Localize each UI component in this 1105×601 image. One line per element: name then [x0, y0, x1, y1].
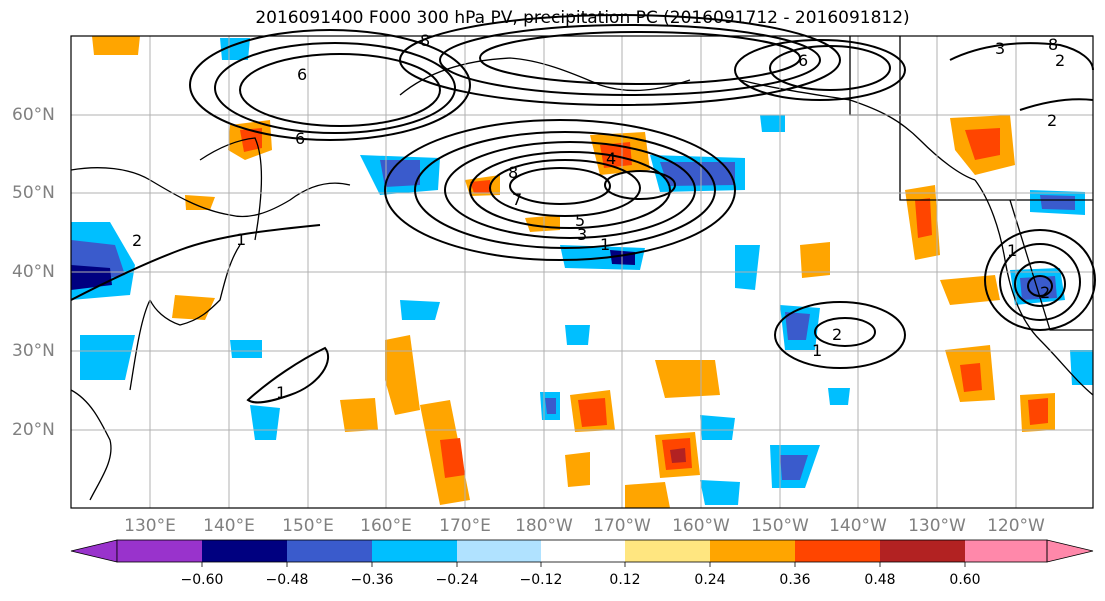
- colorbar-tick-label: 0.36: [779, 572, 811, 588]
- contour-label: 6: [295, 129, 305, 148]
- contour-label: 1: [600, 235, 610, 254]
- contour-label: 3: [995, 39, 1005, 58]
- contour-label: 3: [577, 225, 587, 244]
- colorbar-bin: [625, 540, 710, 562]
- colorbar-bin: [457, 540, 541, 562]
- colorbar-bin: [202, 540, 287, 562]
- colorbar-bin: [287, 540, 372, 562]
- contour-label: 8: [508, 163, 518, 182]
- colorbar-tick-label: −0.12: [519, 572, 563, 588]
- contour-label: 1: [236, 230, 246, 249]
- contour-label: 7: [512, 190, 522, 209]
- contour-label: 4: [606, 149, 616, 168]
- contour-label: 1: [276, 383, 286, 402]
- lat-label: 60°N: [12, 105, 55, 125]
- colorbar-bin: [965, 540, 1047, 562]
- colorbar-tick-label: −0.24: [435, 572, 479, 588]
- contour-label: 8: [420, 31, 430, 50]
- lon-label: 150°W: [751, 516, 809, 536]
- colorbar-extend-high: [1046, 539, 1094, 563]
- graticule: [71, 36, 1093, 508]
- colorbar-extend-low: [70, 539, 118, 563]
- lat-label: 50°N: [12, 183, 55, 203]
- lon-label: 160°W: [672, 516, 730, 536]
- contour-label: 2: [1047, 111, 1057, 130]
- contour-labels: 6 6 8 7 5 3 1 4 2 1 2 1 1 2 1 2 6 8 3 2 …: [132, 31, 1065, 402]
- lon-label: 130°E: [124, 516, 176, 536]
- contour-label: 1: [1007, 241, 1017, 260]
- contour-label: 2: [1040, 283, 1050, 302]
- colorbar-bin: [117, 540, 202, 562]
- contour-label: 6: [798, 51, 808, 70]
- lat-label: 40°N: [12, 262, 55, 282]
- precip-shading: [71, 36, 1093, 508]
- pv-contours: [70, 14, 1096, 404]
- lon-label: 160°E: [360, 516, 412, 536]
- contour-label: 2: [1055, 51, 1065, 70]
- lon-label: 170°E: [439, 516, 491, 536]
- lat-label: 20°N: [12, 420, 55, 440]
- contour-label: 8: [1048, 35, 1058, 54]
- lon-label: 140°E: [203, 516, 255, 536]
- lon-label: 150°E: [282, 516, 334, 536]
- colorbar-tick-label: 0.12: [609, 572, 641, 588]
- colorbar-tick-label: −0.36: [350, 572, 394, 588]
- lon-label: 180°W: [515, 516, 573, 536]
- lon-label: 140°W: [829, 516, 887, 536]
- colorbar-bin: [880, 540, 965, 562]
- colorbar-tick-label: −0.48: [265, 572, 309, 588]
- lon-label: 130°W: [908, 516, 966, 536]
- colorbar-tick-label: −0.60: [180, 572, 224, 588]
- colorbar-bin: [541, 540, 625, 562]
- colorbar-bin: [795, 540, 880, 562]
- lon-label: 120°W: [987, 516, 1045, 536]
- contour-label: 2: [832, 325, 842, 344]
- contour-label: 5: [575, 211, 585, 230]
- lon-label: 170°W: [593, 516, 651, 536]
- contour-label: 2: [132, 231, 142, 250]
- colorbar-bin: [372, 540, 457, 562]
- lat-label: 30°N: [12, 341, 55, 361]
- colorbar-tick-label: 0.24: [694, 572, 726, 588]
- colorbar-tick-label: 0.60: [949, 572, 981, 588]
- contour-label: 1: [812, 341, 822, 360]
- colorbar-tick-label: 0.48: [864, 572, 896, 588]
- colorbar-bin: [710, 540, 795, 562]
- colorbar: [70, 539, 1094, 567]
- contour-label: 6: [297, 65, 307, 84]
